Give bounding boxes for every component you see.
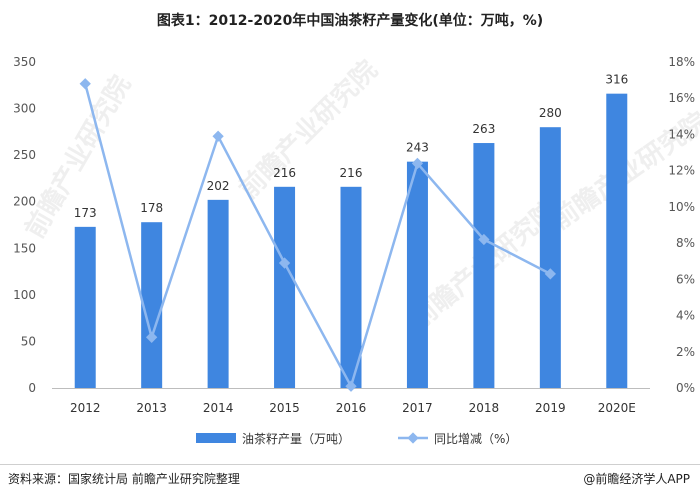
growth-point bbox=[212, 130, 224, 142]
growth-point bbox=[478, 233, 490, 246]
source-note: 资料来源：国家统计局 前瞻产业研究院整理 bbox=[8, 472, 240, 486]
left-tick-label: 150 bbox=[13, 241, 36, 255]
x-tick-label: 2015 bbox=[269, 401, 300, 415]
left-tick-label: 250 bbox=[13, 148, 36, 162]
bar-value-label: 178 bbox=[140, 201, 163, 215]
x-tick-label: 2019 bbox=[535, 401, 566, 415]
bar bbox=[74, 226, 96, 388]
left-tick-label: 200 bbox=[13, 195, 36, 209]
credit-note: @前瞻经济学人APP bbox=[583, 472, 690, 486]
right-tick-label: 6% bbox=[676, 272, 695, 286]
chart-title: 图表1：2012-2020年中国油茶籽产量变化(单位：万吨，%) bbox=[156, 13, 544, 29]
legend: 油茶籽产量（万吨） 同比增减（%） bbox=[196, 431, 517, 446]
bar-value-label: 216 bbox=[273, 166, 296, 180]
right-tick-label: 14% bbox=[668, 127, 695, 141]
footer-divider bbox=[0, 464, 700, 465]
left-tick-label: 300 bbox=[13, 102, 36, 116]
bar-value-label: 263 bbox=[472, 122, 495, 136]
growth-point bbox=[544, 268, 556, 280]
x-tick-label: 2020E bbox=[598, 401, 636, 415]
right-tick-label: 16% bbox=[668, 91, 695, 105]
x-tick-label: 2018 bbox=[469, 401, 500, 415]
left-tick-label: 0 bbox=[28, 381, 36, 395]
bar bbox=[141, 222, 163, 388]
right-tick-label: 8% bbox=[676, 236, 695, 250]
right-axis: 0% 2% 4% 6% 8% 10% 12% 14% 16% 18% bbox=[668, 55, 695, 395]
bar-value-label: 316 bbox=[605, 73, 628, 87]
growth-point bbox=[278, 257, 291, 269]
bar bbox=[473, 143, 495, 388]
right-tick-label: 10% bbox=[668, 200, 695, 214]
right-tick-label: 4% bbox=[676, 309, 695, 323]
bar bbox=[539, 127, 561, 388]
growth-point bbox=[345, 380, 357, 392]
growth-point bbox=[146, 331, 158, 343]
bar-value-label: 202 bbox=[207, 179, 230, 193]
legend-line-label: 同比增减（%） bbox=[434, 432, 517, 446]
left-tick-label: 50 bbox=[21, 334, 36, 348]
x-tick-label: 2012 bbox=[70, 401, 101, 415]
bar bbox=[406, 161, 428, 388]
right-tick-label: 2% bbox=[676, 345, 695, 359]
right-tick-label: 18% bbox=[668, 55, 695, 69]
bar-series bbox=[74, 93, 628, 388]
legend-bar-swatch bbox=[196, 433, 236, 443]
x-tick-label: 2017 bbox=[402, 401, 433, 415]
right-tick-label: 0% bbox=[676, 381, 695, 395]
bar bbox=[274, 186, 296, 388]
left-tick-label: 100 bbox=[13, 288, 36, 302]
bar-value-label: 243 bbox=[406, 141, 429, 155]
growth-point bbox=[79, 78, 91, 90]
growth-point bbox=[411, 157, 424, 170]
right-tick-label: 12% bbox=[668, 164, 695, 178]
legend-line-marker bbox=[407, 432, 419, 444]
bar bbox=[340, 186, 362, 388]
bar-value-label: 280 bbox=[539, 106, 562, 120]
legend-bar-label: 油茶籽产量（万吨） bbox=[242, 431, 350, 446]
left-tick-label: 350 bbox=[13, 55, 36, 69]
left-axis: 0 50 100 150 200 250 300 350 bbox=[13, 55, 36, 395]
bar-value-label: 216 bbox=[340, 166, 363, 180]
growth-line bbox=[84, 83, 551, 390]
x-tick-label: 2014 bbox=[203, 401, 234, 415]
bar-data-labels: 173 178 202 216 216 243 263 280 316 bbox=[74, 73, 628, 220]
x-tick-label: 2013 bbox=[136, 401, 167, 415]
bar bbox=[207, 199, 229, 388]
watermark-text-1: 前瞻产业研究院 bbox=[233, 54, 384, 205]
x-axis: 2012 2013 2014 2015 2016 2017 2018 2019 2020E bbox=[52, 388, 650, 415]
bar-value-label: 173 bbox=[74, 206, 97, 220]
x-tick-label: 2016 bbox=[336, 401, 367, 415]
bar bbox=[606, 93, 628, 388]
